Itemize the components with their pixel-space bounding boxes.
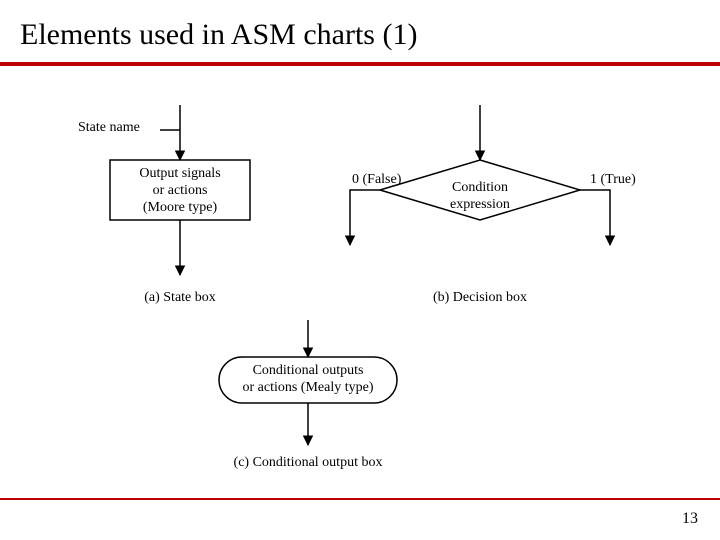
decision-false-label: 0 (False) bbox=[352, 172, 401, 189]
footer-rule bbox=[0, 498, 720, 500]
state-box-line1: Output signals bbox=[139, 166, 220, 181]
state-name-label: State name bbox=[78, 120, 140, 137]
decision-false-arrow bbox=[350, 190, 380, 245]
state-box-line2: or actions bbox=[153, 183, 208, 198]
state-box-text: Output signals or actions (Moore type) bbox=[110, 166, 250, 216]
decision-true-arrow bbox=[580, 190, 610, 245]
decision-box-caption: (b) Decision box bbox=[400, 290, 560, 307]
decision-box-text: Condition expression bbox=[430, 180, 530, 214]
state-box-caption: (a) State box bbox=[110, 290, 250, 307]
decision-line1: Condition bbox=[452, 180, 508, 195]
page-number: 13 bbox=[682, 510, 698, 528]
decision-line2: expression bbox=[450, 197, 510, 212]
decision-true-label: 1 (True) bbox=[590, 172, 636, 189]
conditional-line1: Conditional outputs bbox=[253, 363, 364, 378]
conditional-line2: or actions (Mealy type) bbox=[242, 380, 373, 395]
state-box-line3: (Moore type) bbox=[143, 200, 217, 215]
conditional-box-text: Conditional outputs or actions (Mealy ty… bbox=[219, 363, 397, 397]
conditional-box-caption: (c) Conditional output box bbox=[200, 455, 416, 472]
